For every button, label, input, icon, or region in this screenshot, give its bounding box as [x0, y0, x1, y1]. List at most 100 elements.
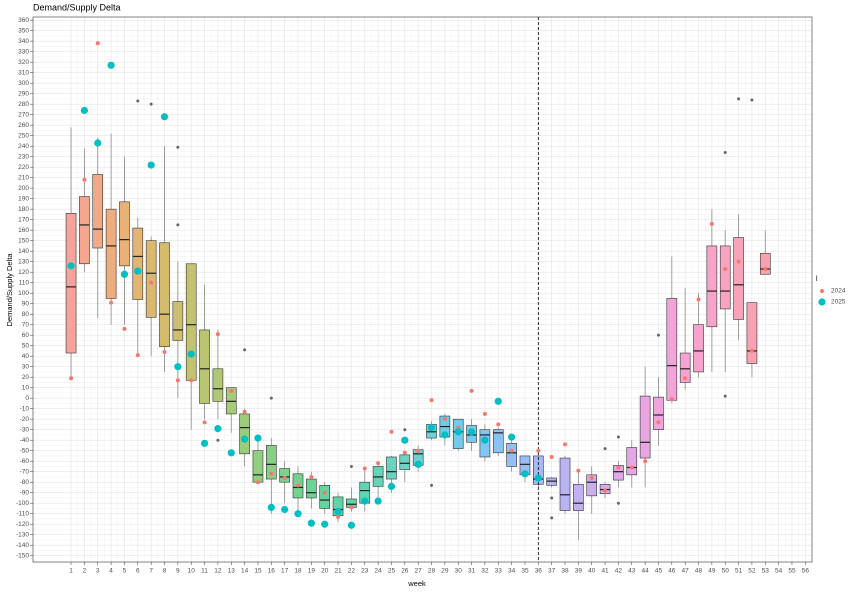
y-tick-label: 160: [18, 227, 29, 234]
x-tick-label: 29: [441, 568, 449, 575]
x-tick-label: 35: [521, 568, 529, 575]
point: [122, 326, 127, 331]
x-tick-label: 48: [695, 568, 703, 575]
outlier: [176, 223, 180, 227]
x-tick-label: 30: [455, 568, 463, 575]
legend-marker: [818, 298, 826, 306]
box: [145, 240, 157, 318]
y-tick-label: 310: [18, 69, 29, 76]
x-tick-label: 3: [96, 568, 100, 575]
x-tick-label: 54: [775, 568, 783, 575]
y-tick-label: 170: [18, 216, 29, 223]
x-tick-label: 51: [735, 568, 743, 575]
x-tick-label: 32: [481, 568, 489, 575]
point: [69, 376, 74, 381]
point: [763, 267, 768, 272]
point: [469, 388, 474, 393]
y-tick-label: 260: [18, 122, 29, 129]
point: [135, 353, 140, 358]
point: [254, 434, 262, 442]
outlier: [216, 438, 220, 442]
point: [496, 422, 501, 427]
point: [589, 475, 594, 480]
point: [80, 106, 88, 115]
y-tick-label: -130: [16, 531, 29, 538]
x-tick-label: 15: [254, 568, 262, 575]
box: [159, 242, 170, 348]
point: [347, 521, 356, 529]
x-tick-label: 42: [615, 568, 623, 575]
y-tick-label: 230: [18, 153, 29, 160]
y-tick-label: 90: [22, 300, 30, 307]
point: [656, 420, 661, 425]
x-tick-label: 10: [188, 568, 196, 575]
box: [746, 302, 758, 364]
x-tick-label: 13: [228, 568, 236, 575]
outlier: [149, 102, 153, 106]
y-tick-label: 10: [22, 384, 30, 391]
point: [414, 460, 422, 468]
point: [683, 376, 688, 381]
box: [639, 395, 651, 459]
y-tick-label: -120: [16, 521, 29, 528]
box: [306, 478, 317, 499]
y-tick-label: -10: [20, 405, 30, 412]
point: [401, 436, 409, 444]
point: [160, 113, 169, 121]
point: [387, 482, 396, 490]
x-tick-label: 18: [294, 568, 302, 575]
point: [294, 510, 302, 518]
point: [736, 259, 741, 264]
x-tick-label: 22: [348, 568, 356, 575]
x-tick-label: 12: [214, 568, 222, 575]
y-tick-label: -80: [20, 479, 30, 486]
outlier: [656, 333, 660, 337]
y-tick-label: 40: [22, 353, 30, 360]
box: [613, 465, 624, 481]
y-tick-label: -20: [20, 416, 30, 423]
box: [706, 245, 718, 328]
x-tick-label: 8: [163, 568, 167, 575]
outlier: [176, 145, 180, 149]
x-tick-label: 50: [722, 568, 730, 575]
point: [481, 436, 489, 444]
plot-border: [32, 16, 813, 563]
y-tick-label: 200: [18, 185, 29, 192]
point: [416, 448, 421, 453]
box: [132, 227, 144, 300]
y-tick-label: 210: [18, 174, 29, 181]
x-tick-label: 23: [361, 568, 369, 575]
y-tick-label: 300: [18, 80, 29, 87]
outlier: [616, 435, 620, 439]
y-tick-label: 140: [18, 248, 29, 255]
point: [94, 139, 102, 147]
point: [107, 61, 115, 69]
outlier: [136, 99, 140, 103]
point: [427, 423, 436, 432]
point: [321, 520, 329, 528]
point: [269, 471, 274, 476]
box: [65, 213, 77, 354]
y-tick-label: -60: [20, 458, 30, 465]
point: [162, 349, 167, 354]
x-tick-label: 27: [415, 568, 423, 575]
y-tick-label: 270: [18, 111, 29, 118]
x-tick-label: 24: [374, 568, 382, 575]
y-tick-label: -150: [16, 552, 29, 559]
x-tick-label: 44: [642, 568, 650, 575]
box: [199, 329, 210, 404]
point: [389, 429, 394, 434]
legend-label: 2025: [831, 299, 846, 306]
point: [482, 411, 487, 416]
point: [227, 449, 235, 457]
box: [265, 445, 277, 480]
y-tick-label: 60: [22, 332, 30, 339]
y-tick-label: 50: [22, 342, 30, 349]
x-tick-label: 38: [561, 568, 569, 575]
y-tick-label: 240: [18, 143, 29, 150]
x-tick-label: 9: [176, 568, 180, 575]
y-tick-label: 330: [18, 48, 29, 55]
x-tick-label: 1: [69, 568, 73, 575]
point: [307, 519, 315, 527]
point: [508, 433, 516, 441]
